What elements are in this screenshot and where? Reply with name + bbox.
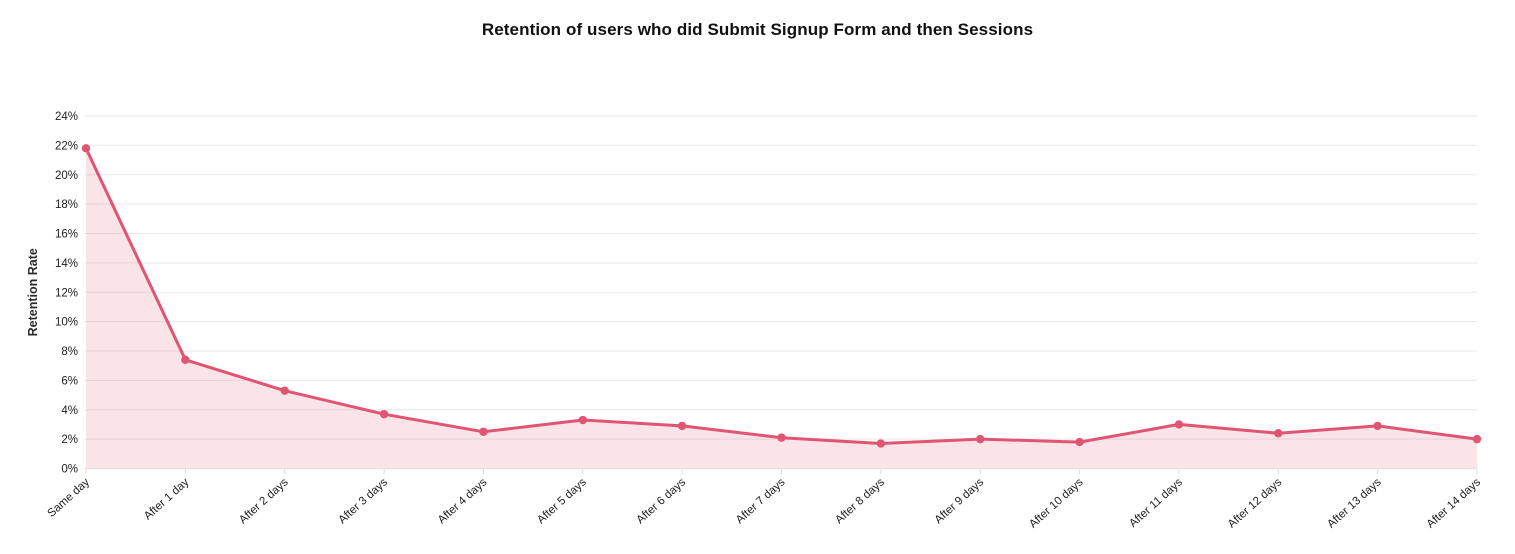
y-axis-tick-label: 8% — [61, 346, 78, 358]
y-axis-tick-label: 2% — [61, 434, 78, 446]
y-axis-title: Retention Rate — [26, 248, 40, 336]
area-fill — [86, 148, 1477, 469]
x-axis-tick-label: After 3 days — [336, 476, 390, 526]
x-axis-tick-label: After 11 days — [1127, 476, 1185, 530]
y-axis-tick-label: 0% — [61, 464, 78, 476]
x-axis-tick-label: Same day — [45, 476, 92, 520]
data-point-after-12-days[interactable] — [1274, 429, 1283, 438]
chart-title: Retention of users who did Submit Signup… — [481, 20, 1034, 39]
x-axis-tick-label: After 8 days — [833, 476, 887, 526]
data-point-after-7-days[interactable] — [777, 433, 786, 442]
data-point-same-day[interactable] — [81, 144, 91, 153]
x-axis-tick-label: After 2 days — [237, 476, 291, 526]
x-axis-tick-label: After 14 days — [1425, 476, 1484, 530]
x-axis-tick-label: After 13 days — [1325, 476, 1384, 530]
data-point-after-5-days[interactable] — [578, 415, 587, 425]
data-point-after-11-days[interactable] — [1174, 420, 1184, 429]
y-axis-tick-label: 20% — [55, 170, 78, 182]
y-axis-tick-label: 4% — [61, 405, 78, 417]
data-point-after-6-days[interactable] — [677, 421, 687, 431]
x-axis-tick-label: After 9 days — [933, 476, 987, 526]
data-point-after-8-days[interactable] — [876, 439, 886, 448]
x-axis-tick-label: After 5 days — [535, 476, 589, 526]
x-axis-tick-label: After 4 days — [436, 476, 490, 526]
y-axis-tick-label: 22% — [55, 140, 78, 152]
x-axis-tick-label: After 6 days — [635, 476, 689, 526]
y-axis-tick-label: 10% — [55, 317, 78, 329]
data-point-after-2-days[interactable] — [280, 386, 289, 395]
y-axis-tick-label: 24% — [55, 111, 78, 123]
y-axis-tick-label: 6% — [61, 375, 78, 387]
data-point-after-9-days[interactable] — [976, 434, 985, 444]
y-axis-tick-label: 14% — [55, 258, 78, 270]
data-point-after-13-days[interactable] — [1373, 421, 1382, 431]
y-axis-tick-label: 12% — [55, 287, 78, 299]
y-axis-tick-label: 18% — [55, 199, 78, 211]
y-axis-tick-label: 16% — [55, 229, 78, 241]
data-point-after-14-days[interactable] — [1472, 434, 1482, 444]
x-axis-tick-label: After 7 days — [734, 476, 788, 526]
data-point-after-4-days[interactable] — [479, 427, 488, 436]
data-point-after-3-days[interactable] — [379, 409, 389, 419]
x-axis-tick-label: After 12 days — [1226, 476, 1285, 530]
x-axis-tick-label: After 1 day — [142, 476, 192, 522]
data-point-after-1-day[interactable] — [181, 355, 190, 365]
x-axis-tick-label: After 10 days — [1027, 476, 1086, 530]
data-point-after-10-days[interactable] — [1075, 437, 1084, 447]
